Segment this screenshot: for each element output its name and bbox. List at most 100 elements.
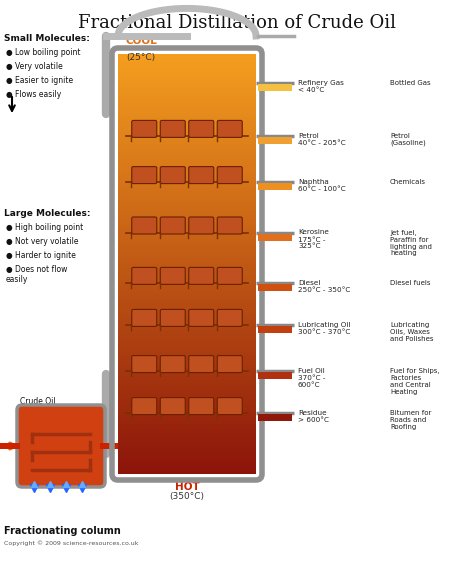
- Bar: [258, 85, 292, 91]
- Bar: [118, 325, 256, 328]
- Bar: [118, 217, 256, 219]
- Bar: [118, 116, 256, 118]
- Bar: [118, 314, 256, 317]
- Bar: [118, 188, 256, 191]
- Bar: [118, 96, 256, 99]
- Text: ● Flows easily: ● Flows easily: [6, 90, 61, 99]
- Bar: [118, 457, 256, 460]
- Bar: [118, 222, 256, 225]
- Bar: [118, 127, 256, 130]
- Bar: [118, 328, 256, 331]
- Bar: [118, 219, 256, 222]
- Bar: [100, 443, 118, 449]
- Bar: [118, 157, 256, 160]
- Bar: [118, 452, 256, 455]
- FancyBboxPatch shape: [160, 355, 185, 373]
- Text: (350°C): (350°C): [170, 492, 204, 501]
- Bar: [258, 326, 292, 333]
- Bar: [118, 418, 256, 421]
- Bar: [118, 250, 256, 253]
- Bar: [118, 130, 256, 133]
- Bar: [118, 54, 256, 57]
- Bar: [118, 309, 256, 311]
- Text: Refinery Gas
< 40°C: Refinery Gas < 40°C: [298, 81, 344, 94]
- Bar: [118, 197, 256, 200]
- Bar: [118, 166, 256, 169]
- Bar: [118, 85, 256, 87]
- FancyBboxPatch shape: [189, 310, 214, 327]
- Text: Crude Oil: Crude Oil: [20, 397, 55, 406]
- Bar: [118, 121, 256, 124]
- Bar: [118, 169, 256, 171]
- Bar: [118, 356, 256, 359]
- FancyBboxPatch shape: [217, 267, 242, 284]
- Text: Lubricating Oil
300°C - 370°C: Lubricating Oil 300°C - 370°C: [298, 322, 350, 335]
- Bar: [118, 236, 256, 239]
- Text: Petrol
40°C - 205°C: Petrol 40°C - 205°C: [298, 133, 346, 146]
- Bar: [118, 186, 256, 188]
- Bar: [118, 443, 256, 446]
- Text: Copyright © 2009 science-resources.co.uk: Copyright © 2009 science-resources.co.uk: [4, 540, 138, 545]
- FancyBboxPatch shape: [132, 217, 157, 234]
- Bar: [118, 205, 256, 208]
- Bar: [118, 289, 256, 292]
- Text: Naphtha
60°C - 100°C: Naphtha 60°C - 100°C: [298, 179, 346, 192]
- Bar: [118, 311, 256, 314]
- Bar: [118, 337, 256, 340]
- Bar: [118, 385, 256, 387]
- Bar: [118, 303, 256, 306]
- Bar: [118, 298, 256, 301]
- Bar: [118, 228, 256, 231]
- Bar: [118, 239, 256, 241]
- Bar: [118, 208, 256, 211]
- Bar: [118, 471, 256, 474]
- Bar: [0, 443, 20, 449]
- Bar: [118, 93, 256, 96]
- Bar: [118, 379, 256, 382]
- Bar: [258, 372, 292, 379]
- Bar: [118, 446, 256, 449]
- Text: Residue
> 600°C: Residue > 600°C: [298, 410, 329, 423]
- Bar: [118, 244, 256, 247]
- FancyBboxPatch shape: [132, 166, 157, 184]
- Bar: [118, 362, 256, 365]
- Bar: [118, 407, 256, 409]
- Bar: [118, 376, 256, 379]
- FancyBboxPatch shape: [217, 217, 242, 234]
- Text: HOT: HOT: [174, 482, 200, 492]
- Bar: [118, 373, 256, 376]
- Bar: [118, 102, 256, 104]
- Bar: [118, 202, 256, 205]
- Bar: [118, 287, 256, 289]
- FancyBboxPatch shape: [217, 166, 242, 184]
- Text: Bottled Gas: Bottled Gas: [390, 81, 430, 86]
- FancyBboxPatch shape: [17, 405, 105, 487]
- Bar: [118, 292, 256, 295]
- Bar: [118, 264, 256, 267]
- Bar: [118, 104, 256, 107]
- Bar: [118, 284, 256, 287]
- Bar: [118, 110, 256, 113]
- Bar: [118, 412, 256, 415]
- Bar: [118, 118, 256, 121]
- Bar: [258, 233, 292, 240]
- Text: Jet fuel,
Paraffin for
lighting and
heating: Jet fuel, Paraffin for lighting and heat…: [390, 230, 432, 257]
- Bar: [118, 258, 256, 261]
- Bar: [118, 460, 256, 463]
- FancyBboxPatch shape: [217, 120, 242, 138]
- Bar: [118, 272, 256, 275]
- Text: ● Does not flow
easily: ● Does not flow easily: [6, 265, 67, 284]
- Bar: [118, 138, 256, 141]
- Bar: [118, 241, 256, 244]
- Bar: [118, 68, 256, 71]
- Bar: [118, 214, 256, 217]
- Bar: [118, 267, 256, 270]
- Bar: [118, 426, 256, 429]
- Bar: [118, 404, 256, 407]
- Bar: [118, 432, 256, 435]
- Text: Fractionating column: Fractionating column: [4, 526, 121, 536]
- Text: Diesel
250°C - 350°C: Diesel 250°C - 350°C: [298, 280, 350, 293]
- FancyBboxPatch shape: [189, 120, 214, 138]
- Bar: [118, 387, 256, 390]
- Bar: [118, 342, 256, 345]
